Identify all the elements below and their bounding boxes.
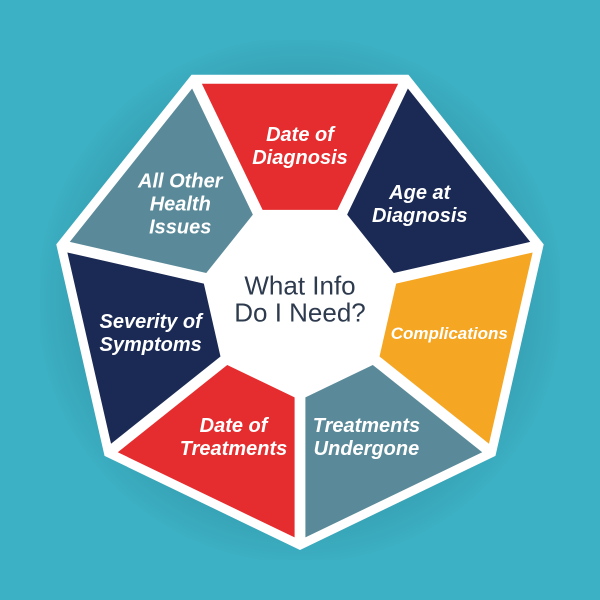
heptagon-svg <box>50 50 550 550</box>
